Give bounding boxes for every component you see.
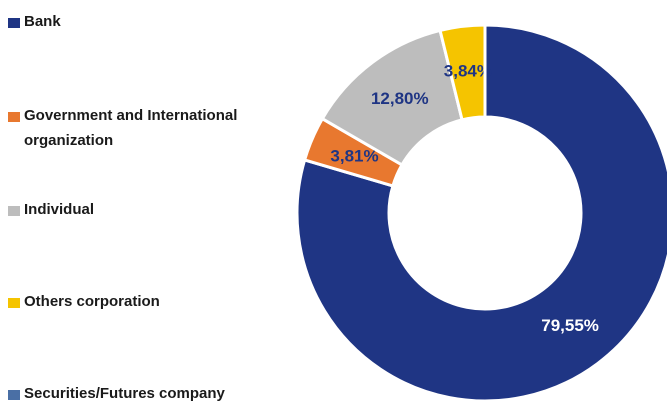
data-label: 3,84% — [444, 62, 492, 81]
data-label: 12,80% — [371, 89, 429, 108]
legend-label: Others corporation — [24, 293, 160, 310]
donut-slice — [295, 23, 667, 403]
legend-entry: Individual — [8, 201, 314, 222]
legend-swatch — [8, 298, 20, 308]
data-label: 3,81% — [330, 146, 378, 165]
legend-label: Securities/Futures company — [24, 385, 225, 402]
legend-swatch — [8, 206, 20, 216]
legend-entry: Others corporation — [8, 293, 314, 314]
legend-entry: Government and International organizatio… — [8, 107, 299, 153]
legend-entry: Bank — [8, 13, 314, 34]
legend-label: Individual — [24, 201, 95, 218]
legend-entry: Securities/Futures company — [8, 385, 314, 403]
legend-swatch — [8, 112, 20, 122]
legend-swatch — [8, 390, 20, 400]
legend-label: Bank — [24, 13, 61, 30]
legend-swatch — [8, 18, 20, 28]
legend-label: Government and International organizatio… — [24, 107, 238, 149]
data-label: 79,55% — [541, 316, 599, 335]
